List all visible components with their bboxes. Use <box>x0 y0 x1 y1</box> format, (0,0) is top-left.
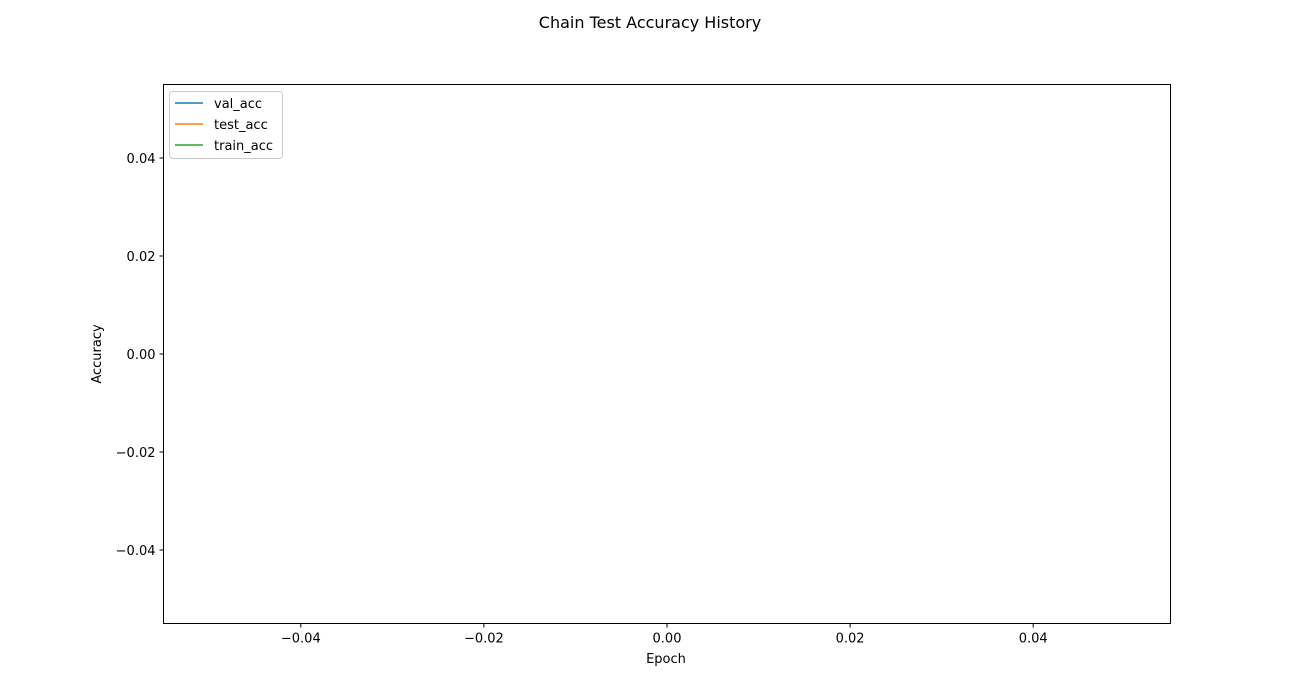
y-tick-label: 0.02 <box>127 250 156 265</box>
legend-label-train_acc: train_acc <box>214 139 273 154</box>
x-tick-label: 0.00 <box>653 632 682 647</box>
x-tick-label: 0.04 <box>1019 632 1048 647</box>
y-tick-label: 0.00 <box>127 348 156 363</box>
legend-entries: val_acc test_acc train_acc <box>175 97 273 154</box>
y-tick-label: −0.02 <box>116 446 156 461</box>
x-axis-label: Epoch <box>646 652 686 667</box>
y-axis-ticks: −0.04 −0.02 0.00 0.02 0.04 <box>116 152 164 559</box>
x-tick-label: −0.02 <box>464 632 504 647</box>
plot-area <box>163 84 1171 624</box>
x-tick-label: −0.04 <box>281 632 321 647</box>
x-tick-label: 0.02 <box>836 632 865 647</box>
legend-frame <box>169 91 283 159</box>
plot-frame <box>163 84 1171 624</box>
y-tick-label: −0.04 <box>116 544 156 559</box>
x-axis-ticks: −0.04 −0.02 0.00 0.02 0.04 <box>281 623 1048 647</box>
y-axis-label: Accuracy <box>90 324 105 384</box>
legend-label-val_acc: val_acc <box>214 97 262 112</box>
y-tick-label: 0.04 <box>127 152 156 167</box>
legend: val_acc test_acc train_acc <box>169 91 283 159</box>
chart-title: Chain Test Accuracy History <box>539 13 761 32</box>
legend-label-test_acc: test_acc <box>214 118 268 133</box>
